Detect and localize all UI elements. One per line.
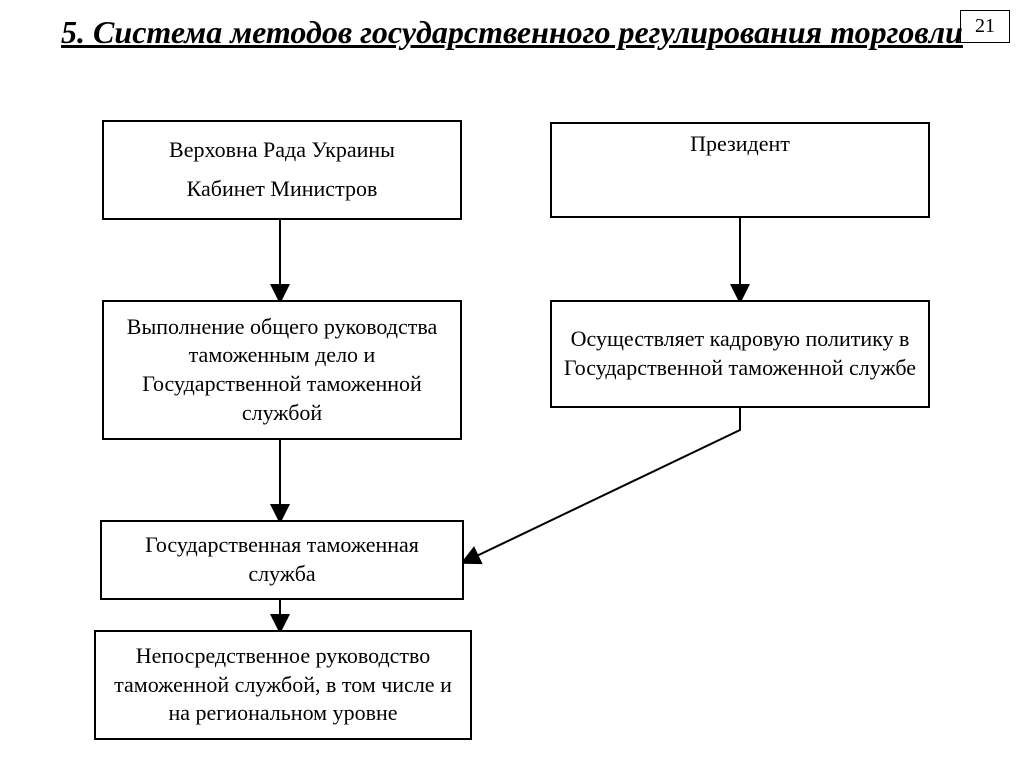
flowchart-node: Верховна Рада Украины Кабинет Министров [102, 120, 462, 220]
flowchart-node-text: Государственная таможенная служба [112, 531, 452, 588]
flowchart-node-text: Выполнение общего руководства таможенным… [114, 313, 450, 427]
flowchart-node-text: Президент [562, 130, 918, 159]
slide-title: 5. Система методов государственного регу… [0, 12, 1024, 52]
flowchart-node-text: Кабинет Министров [114, 175, 450, 204]
flowchart-node: Выполнение общего руководства таможенным… [102, 300, 462, 440]
flowchart-node: Президент [550, 122, 930, 218]
flowchart-node: Осуществляет кадровую политику в Государ… [550, 300, 930, 408]
flowchart-node-text: Непосредственное руководство таможенной … [106, 642, 460, 728]
flowchart-node: Государственная таможенная служба [100, 520, 464, 600]
flowchart-node-text: Осуществляет кадровую политику в Государ… [562, 325, 918, 382]
flowchart-edge [464, 408, 740, 562]
flowchart-node-text: Верховна Рада Украины [114, 136, 450, 165]
flowchart-node: Непосредственное руководство таможенной … [94, 630, 472, 740]
page-number: 21 [960, 10, 1010, 43]
